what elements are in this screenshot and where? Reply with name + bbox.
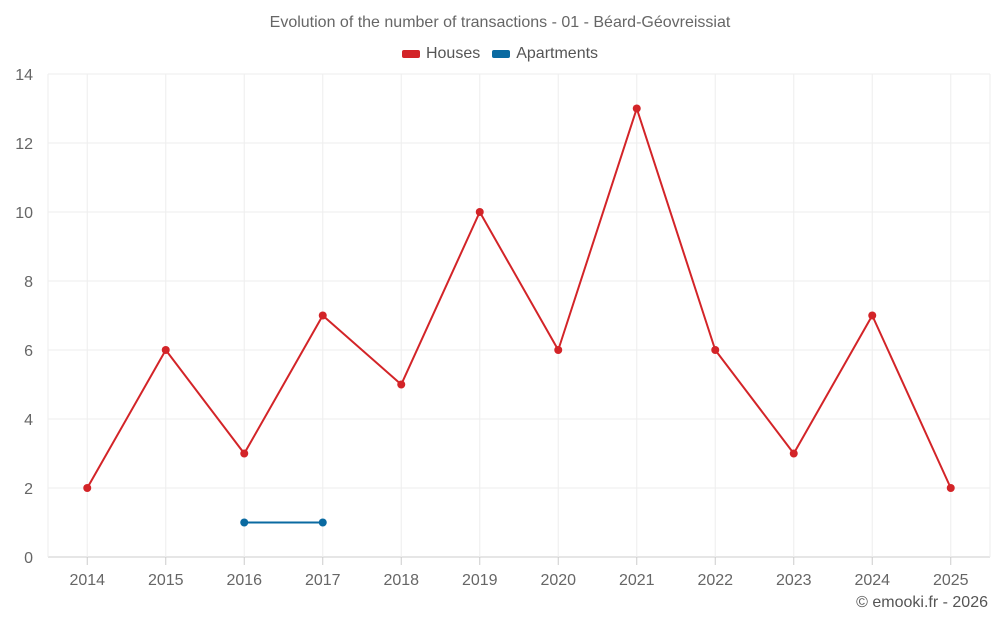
y-tick-label: 12 [15, 136, 33, 153]
x-tick-label: 2015 [148, 572, 184, 589]
x-tick-label: 2020 [540, 572, 576, 589]
data-point-houses[interactable] [868, 311, 877, 320]
data-point-houses[interactable] [240, 449, 249, 458]
x-tick-label: 2023 [776, 572, 812, 589]
x-tick-label: 2014 [69, 572, 105, 589]
legend-item-houses[interactable]: Houses [401, 45, 481, 63]
x-tick-label: 2017 [305, 572, 341, 589]
x-tick-label: 2025 [933, 572, 969, 589]
data-point-houses[interactable] [83, 484, 92, 492]
y-tick-label: 6 [24, 343, 33, 360]
x-tick-label: 2018 [383, 572, 419, 589]
x-tick-label: 2019 [462, 572, 498, 589]
data-point-houses[interactable] [632, 104, 641, 113]
series-line-houses [86, 107, 952, 489]
data-point-houses[interactable] [161, 346, 170, 354]
data-point-houses[interactable] [789, 449, 798, 458]
legend-label-houses: Houses [425, 45, 481, 62]
credit-text: © emooki.fr - 2026 [856, 594, 988, 611]
y-tick-label: 4 [24, 412, 33, 429]
legend-label-apartments: Apartments [516, 45, 599, 62]
chart-title: Evolution of the number of transactions … [269, 14, 731, 31]
data-point-houses[interactable] [554, 346, 563, 354]
data-point-houses[interactable] [318, 311, 327, 320]
chart-legend: Houses Apartments [0, 45, 1000, 63]
y-tick-label: 2 [24, 481, 33, 498]
y-tick-label: 0 [24, 550, 33, 567]
y-tick-label: 10 [15, 205, 33, 222]
data-point-houses[interactable] [711, 346, 720, 354]
data-point-houses[interactable] [475, 208, 484, 216]
data-point-houses[interactable] [397, 380, 406, 389]
y-tick-label: 8 [24, 274, 33, 291]
legend-swatch-houses [401, 50, 420, 58]
x-tick-label: 2024 [854, 572, 890, 589]
data-point-apartments[interactable] [318, 518, 327, 527]
x-tick-label: 2021 [619, 572, 655, 589]
data-point-houses[interactable] [946, 484, 955, 492]
x-tick-label: 2016 [226, 572, 262, 589]
y-tick-label: 14 [15, 67, 33, 84]
data-point-apartments[interactable] [240, 518, 249, 527]
x-tick-label: 2022 [697, 572, 733, 589]
legend-swatch-apartments [492, 50, 511, 58]
legend-item-apartments[interactable]: Apartments [492, 45, 598, 63]
